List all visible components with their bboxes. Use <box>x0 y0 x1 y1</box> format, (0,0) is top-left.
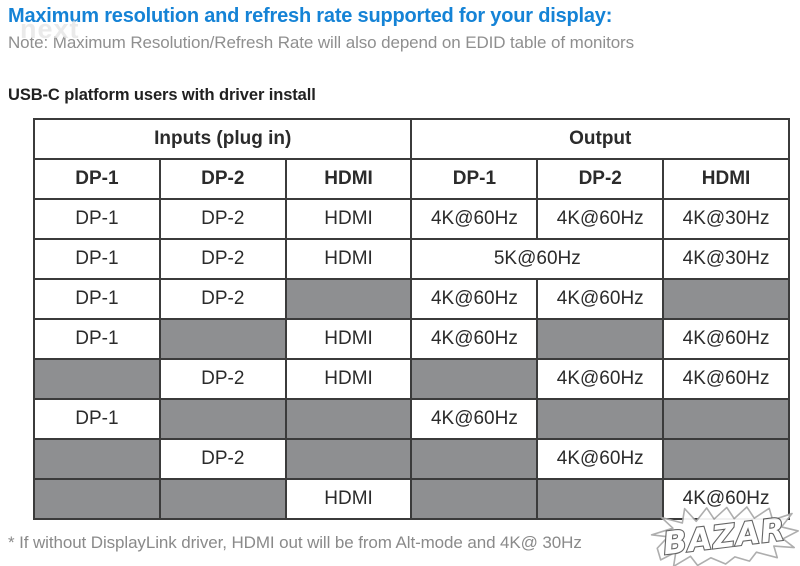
table-row: DP-2 HDMI 4K@60Hz 4K@60Hz <box>33 358 790 400</box>
table-cell: 4K@30Hz <box>662 198 790 240</box>
column-header-dp-2: DP-2 <box>158 158 287 200</box>
empty-gray-cell <box>33 438 161 480</box>
column-header-hdmi: HDMI <box>284 158 413 200</box>
empty-gray-cell <box>662 278 790 320</box>
empty-gray-cell <box>33 358 161 400</box>
column-header-dp-2: DP-2 <box>536 158 665 200</box>
empty-gray-cell <box>284 398 413 440</box>
empty-gray-cell <box>284 438 413 480</box>
table-cell: 4K@60Hz <box>410 198 539 240</box>
table-cell: 4K@60Hz <box>536 438 665 480</box>
group-header-row: Inputs (plug in) Output <box>32 118 790 160</box>
table-cell: HDMI <box>284 318 413 360</box>
table-cell: 5K@60Hz <box>410 238 665 280</box>
table-cell: DP-2 <box>158 198 287 240</box>
table-row: DP-1 DP-2 4K@60Hz 4K@60Hz <box>33 278 790 320</box>
note-text: Note: Maximum Resolution/Refresh Rate wi… <box>8 33 635 52</box>
table-cell: 4K@60Hz <box>662 478 790 520</box>
table-cell: 4K@60Hz <box>410 278 539 320</box>
table-cell: 4K@60Hz <box>662 358 790 400</box>
column-header-hdmi: HDMI <box>662 158 790 200</box>
table-body: DP-1 DP-2 HDMI 4K@60Hz 4K@60Hz 4K@30Hz DP-1 DP-… <box>33 198 790 520</box>
table-row: DP-1 DP-2 HDMI 5K@60Hz 4K@30Hz <box>33 238 790 280</box>
table-cell: HDMI <box>284 478 413 520</box>
footnote-text: * If without DisplayLink driver, HDMI ou… <box>8 533 582 552</box>
empty-gray-cell <box>410 478 539 520</box>
empty-gray-cell <box>410 438 539 480</box>
table-row: DP-1 4K@60Hz <box>33 398 790 440</box>
table-cell: 4K@60Hz <box>662 318 790 360</box>
column-header-dp-1: DP-1 <box>410 158 539 200</box>
table-cell: HDMI <box>284 358 413 400</box>
resolution-table: Inputs (plug in) Output DP-1 DP-2 HDMI DP-1 D… <box>32 118 790 520</box>
table-row: DP-1 DP-2 HDMI 4K@60Hz 4K@60Hz 4K@30Hz <box>33 198 790 240</box>
section-heading: USB-C platform users with driver install <box>8 86 316 104</box>
table-row: DP-2 4K@60Hz <box>33 438 790 480</box>
table-cell: HDMI <box>284 198 413 240</box>
table-cell: DP-1 <box>33 278 161 320</box>
table-cell: HDMI <box>284 238 413 280</box>
table-cell: DP-2 <box>158 358 287 400</box>
table-cell: 4K@30Hz <box>662 238 790 280</box>
table-row: DP-1 HDMI 4K@60Hz 4K@60Hz <box>33 318 790 360</box>
table-cell: 4K@60Hz <box>536 358 665 400</box>
empty-gray-cell <box>284 278 413 320</box>
column-header-row: DP-1 DP-2 HDMI DP-1 DP-2 HDMI <box>33 158 790 200</box>
table-cell: DP-2 <box>158 438 287 480</box>
empty-gray-cell <box>536 398 665 440</box>
table-cell: DP-1 <box>33 198 161 240</box>
table-cell: DP-2 <box>158 278 287 320</box>
table-row: HDMI 4K@60Hz <box>33 478 790 520</box>
group-header-output: Output <box>410 118 790 160</box>
empty-gray-cell <box>410 358 539 400</box>
table-cell: 4K@60Hz <box>410 318 539 360</box>
table-cell: 4K@60Hz <box>410 398 539 440</box>
page-title: Maximum resolution and refresh rate supp… <box>8 5 613 27</box>
empty-gray-cell <box>662 438 790 480</box>
empty-gray-cell <box>158 478 287 520</box>
table-cell: DP-1 <box>33 238 161 280</box>
table-cell: DP-1 <box>33 318 161 360</box>
column-header-dp-1: DP-1 <box>33 158 161 200</box>
table-head: Inputs (plug in) Output DP-1 DP-2 HDMI DP-1 D… <box>32 118 790 200</box>
empty-gray-cell <box>662 398 790 440</box>
table-cell: 4K@60Hz <box>536 278 665 320</box>
empty-gray-cell <box>158 318 287 360</box>
table-cell: DP-1 <box>33 398 161 440</box>
empty-gray-cell <box>158 398 287 440</box>
table-cell: 4K@60Hz <box>536 198 665 240</box>
empty-gray-cell <box>33 478 161 520</box>
group-header-inputs: Inputs (plug in) <box>32 118 413 160</box>
table-cell: DP-2 <box>158 238 287 280</box>
empty-gray-cell <box>536 318 665 360</box>
empty-gray-cell <box>536 478 665 520</box>
